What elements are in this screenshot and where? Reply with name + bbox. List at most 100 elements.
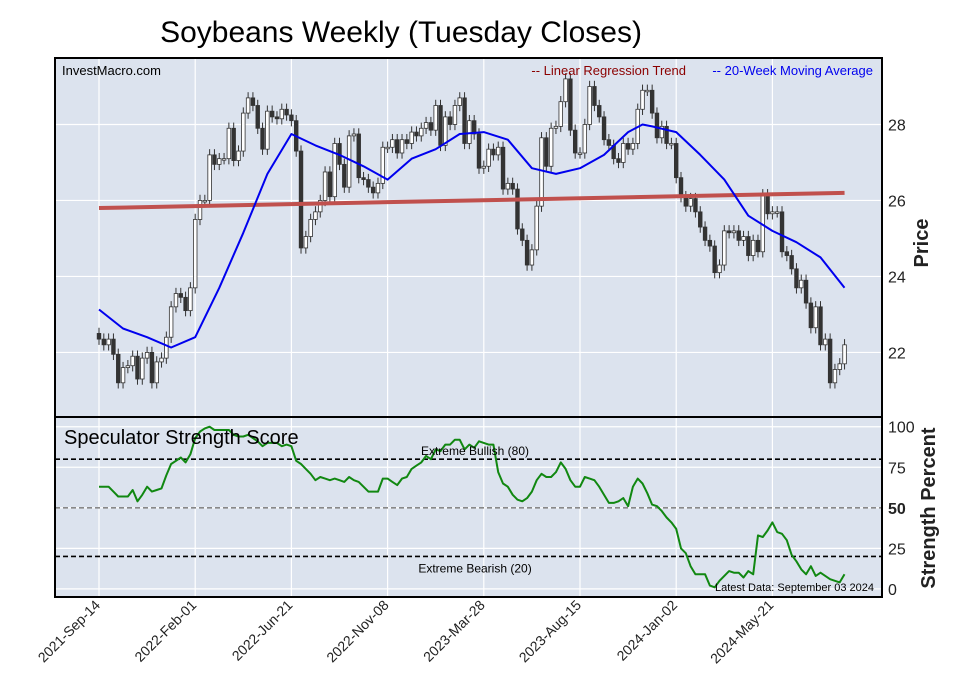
candle-body [529,249,535,266]
candle-body [279,108,284,120]
candle-body [144,352,150,359]
candle-body [524,239,530,266]
candle-body [784,251,790,256]
candle-body [217,158,222,165]
candle-body [534,205,539,251]
candle-body [245,97,251,114]
candle-body [135,355,140,380]
candle-body [736,230,741,241]
candle-body [621,143,626,163]
candle-body [231,127,236,161]
candle-body [832,369,838,384]
candle-body [823,338,828,346]
candle-body [577,152,583,155]
candle-body [702,226,708,241]
candle-body [202,200,208,203]
candle-body [775,211,780,214]
candle-body [188,287,193,312]
candle-body [842,344,847,365]
x-tick-label: 2023-Aug-15 [516,597,585,666]
legend-linear-regression: -- Linear Regression Trend [531,63,686,78]
candle-body [592,86,597,106]
candle-body [125,365,131,369]
watermark: InvestMacro.com [62,63,161,78]
candle-body [606,139,612,146]
candle-body [625,143,631,150]
candle-body [255,105,260,129]
candle-body [789,255,794,270]
candle-body [568,78,573,131]
linear-regression-trend-line [98,190,845,211]
x-tick-label: 2024-Jan-02 [613,597,680,664]
strength-tick-label: 100 [888,420,915,437]
latest-data-annotation: Latest Data: September 03 2024 [715,582,874,594]
candle-body [693,198,698,213]
candle-body [380,146,385,184]
candle-body [750,239,756,256]
strength-tick-label: 50 [888,501,906,518]
candle-body [332,143,337,198]
candle-body [471,120,477,135]
candle-body [289,114,294,122]
candle-body [654,112,660,139]
candle-body [178,293,183,298]
candle-body [419,127,424,137]
candle-body [669,143,674,146]
candle-body [741,236,746,241]
candle-body [515,188,520,230]
candle-body [192,219,198,289]
candle-body [370,186,376,194]
candle-body [164,336,169,359]
candle-body [572,129,578,154]
candle-body [770,211,775,215]
candle-body [630,143,636,150]
strength-tick-label: 25 [888,541,906,558]
candle-body [399,139,405,154]
candle-body [356,133,361,179]
candle-body [582,124,588,154]
candle-body [414,131,419,137]
moving-average-line [98,123,846,349]
candle-body [717,264,722,274]
candle-body [342,163,347,188]
candle-body [111,338,116,355]
candle-body [361,177,366,180]
candle-body [553,125,559,129]
candle-body [510,182,515,190]
candle-body [481,165,486,169]
candle-body [375,182,381,194]
candle-body [457,97,462,106]
candle-body [544,137,549,167]
strength-panel-frame [54,416,883,598]
price-tick-label: 22 [888,345,906,362]
x-tick-label: 2024-May-21 [707,597,777,667]
candle-body [183,296,188,312]
candle-body [496,146,501,156]
candle-body [269,110,275,118]
candle-body [467,120,472,144]
candle-body [207,154,212,201]
candle-body [428,122,434,131]
extreme-bullish-label: Extreme Bullish (80) [421,444,529,458]
candle-body [390,139,395,148]
candle-body [712,245,717,274]
candle-body [452,105,458,125]
candle-body [303,236,309,249]
price-tick-label: 28 [888,117,906,134]
candle-body [168,306,174,338]
candle-body [120,367,126,384]
candle-body [395,139,400,154]
candle-body [260,127,265,150]
strength-panel-title: Speculator Strength Score [64,427,299,449]
candle-body [548,127,554,167]
candle-body [722,230,727,266]
candle-body [212,154,217,165]
candle-body [221,158,227,161]
candle-body [491,148,496,156]
strength-tick-label: 75 [888,460,906,477]
candle-body [707,239,713,247]
candle-body [678,177,684,198]
reference-lines [55,458,882,558]
price-tick-label: 26 [888,193,906,210]
candle-body [106,338,111,346]
